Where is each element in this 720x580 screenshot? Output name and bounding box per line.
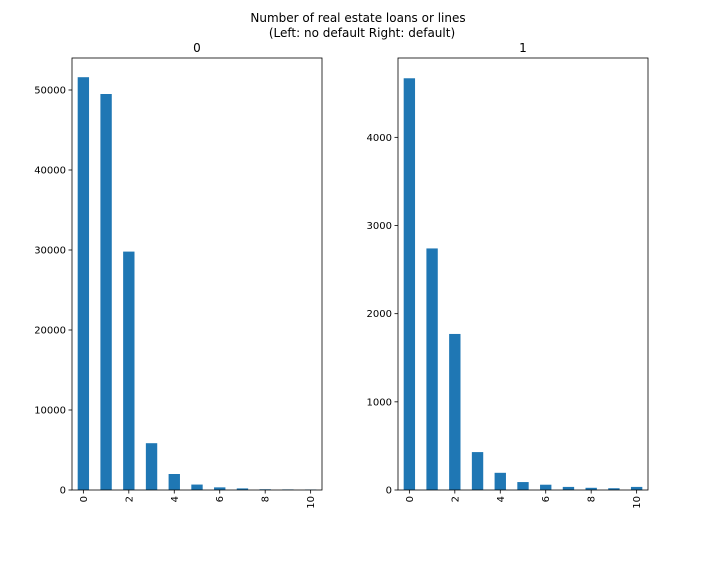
bar-0-3: [146, 443, 157, 490]
x-tick-label-1-5: 10: [632, 496, 643, 509]
bar-1-4: [495, 473, 506, 490]
x-tick-label-1-0: 0: [405, 496, 416, 502]
panel-title-0: 0: [193, 41, 201, 55]
bar-1-6: [540, 485, 551, 490]
bar-0-2: [123, 252, 134, 490]
x-tick-label-0-2: 4: [170, 496, 181, 502]
x-tick-label-1-2: 4: [496, 496, 507, 502]
y-tick-label-1-1: 1000: [367, 397, 392, 408]
bar-0-0: [78, 77, 89, 490]
y-tick-label-0-3: 30000: [34, 246, 66, 257]
x-tick-label-0-5: 10: [306, 496, 317, 509]
bar-1-1: [426, 248, 437, 490]
bar-0-1: [100, 94, 111, 490]
y-tick-label-0-1: 10000: [34, 406, 66, 417]
figure-title-line2: (Left: no default Right: default): [269, 26, 455, 40]
figure-title-line1: Number of real estate loans or lines: [250, 11, 465, 25]
x-tick-label-0-0: 0: [79, 496, 90, 502]
y-tick-label-0-2: 20000: [34, 326, 66, 337]
x-tick-label-1-1: 2: [450, 496, 461, 502]
y-tick-label-1-4: 4000: [367, 133, 392, 144]
x-tick-label-0-3: 6: [215, 496, 226, 502]
bar-1-0: [404, 78, 415, 490]
y-tick-label-0-4: 40000: [34, 166, 66, 177]
y-tick-label-0-0: 0: [60, 486, 66, 497]
x-tick-label-0-1: 2: [124, 496, 135, 502]
bar-1-2: [449, 334, 460, 490]
y-tick-label-1-2: 2000: [367, 309, 392, 320]
chart-panel-0: 0 0 10000 20000 30000 40000 50000 0 2 4 6 8 10: [34, 41, 322, 509]
x-tick-label-1-3: 6: [541, 496, 552, 502]
bar-0-5: [191, 485, 202, 490]
bar-1-10: [631, 487, 642, 490]
x-tick-label-1-4: 8: [587, 496, 598, 502]
x-tick-label-0-4: 8: [261, 496, 272, 502]
bar-1-5: [517, 482, 528, 490]
bar-1-7: [563, 487, 574, 490]
y-tick-label-0-5: 50000: [34, 86, 66, 97]
panel-title-1: 1: [519, 41, 527, 55]
bar-0-4: [169, 474, 180, 490]
y-tick-label-1-3: 3000: [367, 221, 392, 232]
y-tick-label-1-0: 0: [386, 486, 392, 497]
bar-1-3: [472, 452, 483, 490]
